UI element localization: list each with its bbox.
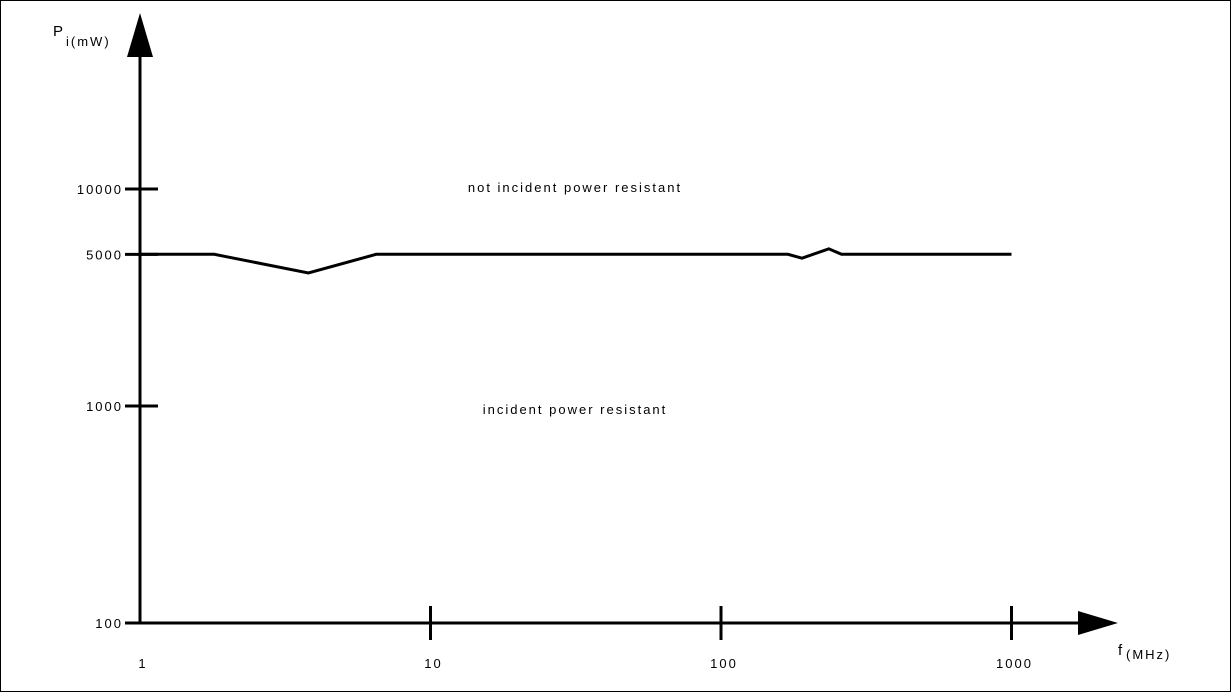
x-tick-label: 100 <box>710 656 738 671</box>
x-axis-label: f <box>1118 642 1124 659</box>
y-tick-label: 5000 <box>86 247 123 262</box>
region-label: incident power resistant <box>483 402 668 417</box>
y-tick-label: 10000 <box>77 182 123 197</box>
series-line <box>140 247 1012 275</box>
x-ticks: 1 10 100 1000 <box>138 606 1033 671</box>
annotations: not incident power resistant incident pow… <box>468 180 682 417</box>
y-tick-label: 100 <box>95 616 123 631</box>
y-tick-label: 1000 <box>86 399 123 414</box>
series-group <box>140 247 1012 275</box>
x-axis-arrow <box>1078 611 1118 635</box>
y-axis-unit: i(mW) <box>66 34 111 49</box>
x-axis-unit: (MHz) <box>1126 647 1171 662</box>
y-axis-label: P <box>53 23 65 40</box>
x-tick-label: 1000 <box>996 656 1033 671</box>
region-label: not incident power resistant <box>468 180 682 195</box>
y-ticks: 100 1000 5000 10000 <box>77 182 158 631</box>
x-tick-label: 10 <box>424 656 442 671</box>
y-axis-arrow <box>127 13 153 57</box>
x-tick-label: 1 <box>138 656 147 671</box>
